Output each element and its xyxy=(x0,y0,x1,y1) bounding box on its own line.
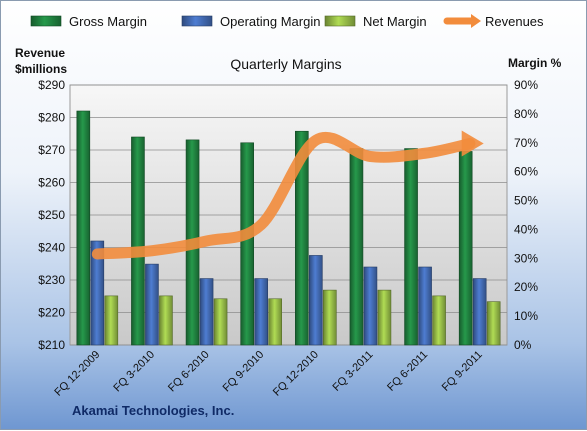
right-tick-label: 60% xyxy=(514,165,538,179)
x-tick-label: FQ 12-2009 xyxy=(52,349,102,399)
left-axis-title-line1: Revenue xyxy=(15,46,65,60)
bar-net-margin xyxy=(487,302,500,345)
right-tick-label: 40% xyxy=(514,222,538,236)
bar-operating-margin xyxy=(364,267,377,345)
bar-gross-margin xyxy=(131,137,144,345)
right-axis-title: Margin % xyxy=(508,56,562,70)
bar-operating-margin xyxy=(473,279,486,345)
bar-operating-margin xyxy=(309,255,322,345)
bar-net-margin xyxy=(159,296,172,345)
left-tick-label: $290 xyxy=(38,78,65,92)
right-tick-label: 90% xyxy=(514,78,538,92)
bar-gross-margin xyxy=(241,143,254,345)
x-tick-label: FQ 9-2010 xyxy=(221,349,267,395)
x-tick-label: FQ 6-2011 xyxy=(385,349,430,394)
left-tick-label: $270 xyxy=(38,143,65,157)
x-tick-label: FQ 12-2010 xyxy=(271,349,321,399)
x-tick-label: FQ 3-2011 xyxy=(330,349,375,394)
footer-company: Akamai Technologies, Inc. xyxy=(72,403,234,418)
left-tick-label: $240 xyxy=(38,241,65,255)
bar-operating-margin xyxy=(200,279,213,345)
bar-net-margin xyxy=(269,299,282,345)
left-axis-title-line2: $millions xyxy=(15,62,67,76)
bar-gross-margin xyxy=(350,149,363,345)
right-tick-label: 20% xyxy=(514,280,538,294)
left-tick-label: $250 xyxy=(38,208,65,222)
left-tick-label: $210 xyxy=(38,338,65,352)
bar-gross-margin xyxy=(77,111,90,345)
bar-net-margin xyxy=(378,290,391,345)
right-tick-label: 10% xyxy=(514,309,538,323)
x-tick-label: FQ 9-2011 xyxy=(440,349,485,394)
bar-net-margin xyxy=(214,299,227,345)
bar-net-margin xyxy=(105,296,118,345)
left-tick-label: $220 xyxy=(38,306,65,320)
left-tick-label: $260 xyxy=(38,176,65,190)
legend-label: Revenues xyxy=(485,14,544,29)
legend-label: Gross Margin xyxy=(69,14,147,29)
left-tick-label: $280 xyxy=(38,111,65,125)
right-tick-label: 80% xyxy=(514,107,538,121)
legend-swatch-net-margin xyxy=(325,16,355,26)
right-tick-label: 70% xyxy=(514,136,538,150)
right-tick-label: 30% xyxy=(514,251,538,265)
left-tick-label: $230 xyxy=(38,273,65,287)
chart-title: Quarterly Margins xyxy=(230,56,341,72)
bar-gross-margin xyxy=(405,149,418,345)
legend-swatch-gross-margin xyxy=(31,16,61,26)
bar-net-margin xyxy=(323,290,336,345)
right-tick-label: 0% xyxy=(514,338,532,352)
legend-label: Net Margin xyxy=(363,14,427,29)
bar-operating-margin xyxy=(419,267,432,345)
bar-gross-margin xyxy=(459,151,472,345)
x-tick-label: FQ 3-2010 xyxy=(111,349,157,395)
bar-operating-margin xyxy=(255,279,268,345)
x-tick-label: FQ 6-2010 xyxy=(166,349,212,395)
legend: Gross Margin Operating Margin Net Margin Re… xyxy=(31,14,544,29)
legend-arrow-icon xyxy=(471,14,481,28)
right-tick-label: 50% xyxy=(514,194,538,208)
legend-swatch-operating-margin xyxy=(182,16,212,26)
bar-net-margin xyxy=(433,296,446,345)
legend-label: Operating Margin xyxy=(220,14,320,29)
bar-operating-margin xyxy=(145,264,158,345)
